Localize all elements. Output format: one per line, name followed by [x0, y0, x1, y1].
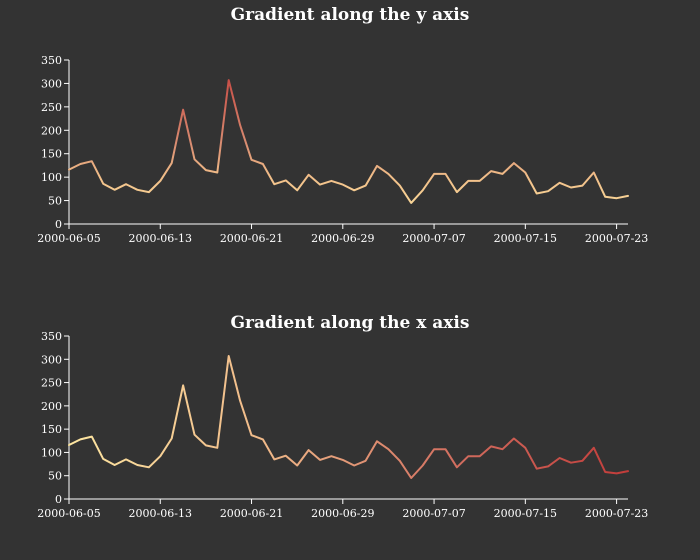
y-tick-label: 150: [41, 423, 62, 436]
plot-area-top: 0 50 100 150 200 250 300 350 2000-06-05 2000-06-1…: [37, 54, 648, 245]
x-tick-label: 2000-06-05: [37, 232, 100, 245]
x-tick-label: 2000-07-07: [402, 232, 465, 245]
x-tick-label: 2000-07-07: [402, 507, 465, 520]
x-tick-label: 2000-07-15: [494, 232, 557, 245]
series-line: [68, 79, 629, 204]
y-tick-label: 350: [41, 330, 62, 343]
plot-area-bottom: 0 50 100 150 200 250 300 350 2000-06-05 2000-06-1…: [37, 330, 648, 520]
y-tick-label: 0: [55, 493, 62, 506]
x-tick-label: 2000-06-05: [37, 507, 100, 520]
x-tick-label: 2000-06-21: [220, 507, 283, 520]
x-tick-label: 2000-06-29: [311, 507, 374, 520]
y-tick-label: 300: [41, 77, 62, 90]
y-tick-label: 200: [41, 400, 62, 413]
chart-title-bottom: Gradient along the x axis: [231, 313, 470, 333]
y-tick-label: 250: [41, 101, 62, 114]
y-tick-label: 50: [48, 195, 62, 208]
y-tick-label: 200: [41, 124, 62, 137]
y-tick-label: 350: [41, 54, 62, 67]
y-tick-label: 100: [41, 446, 62, 459]
x-tick-label: 2000-06-21: [220, 232, 283, 245]
x-tick-label: 2000-06-13: [129, 232, 192, 245]
x-tick-label: 2000-06-29: [311, 232, 374, 245]
chart-title-top: Gradient along the y axis: [231, 5, 470, 25]
y-tick-label: 0: [55, 218, 62, 231]
y-tick-label: 100: [41, 171, 62, 184]
x-tick-label: 2000-07-23: [585, 232, 648, 245]
chart-x-gradient: Gradient along the x axis 0 50 100 150 200 25…: [37, 313, 648, 520]
y-tick-label: 50: [48, 470, 62, 483]
x-tick-label: 2000-07-15: [494, 507, 557, 520]
y-tick-label: 150: [41, 148, 62, 161]
y-tick-label: 250: [41, 377, 62, 390]
x-tick-label: 2000-07-23: [585, 507, 648, 520]
chart-y-gradient: Gradient along the y axis 0 50 100 150 200 25…: [37, 5, 648, 245]
x-tick-label: 2000-06-13: [129, 507, 192, 520]
series-line: [68, 355, 629, 479]
y-tick-label: 300: [41, 353, 62, 366]
